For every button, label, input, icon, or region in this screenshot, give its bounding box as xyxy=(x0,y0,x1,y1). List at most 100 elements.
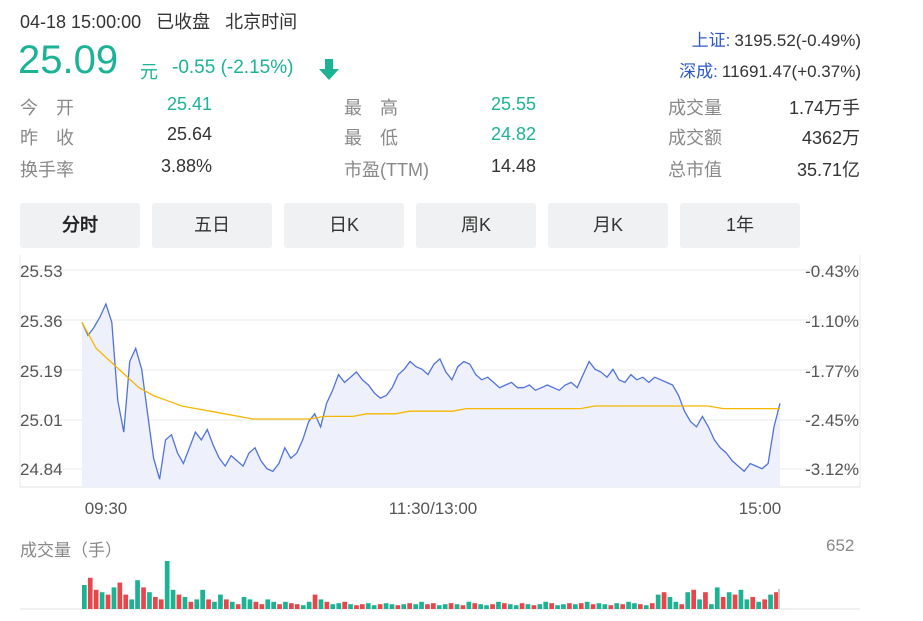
volume-bar xyxy=(714,587,720,609)
volume-bar xyxy=(283,601,288,609)
tab-one-year[interactable]: 1年 xyxy=(680,203,800,248)
volume-bar xyxy=(720,597,726,609)
volume-bar xyxy=(573,604,578,609)
y-tick-label-left: 25.36 xyxy=(20,312,63,331)
tab-five-day[interactable]: 五日 xyxy=(152,203,272,248)
stat-value: 4362万 xyxy=(801,128,860,148)
stat-value: 3.88% xyxy=(160,156,212,176)
average-line xyxy=(81,321,780,420)
volume-bar xyxy=(265,599,271,609)
quote-time-row: 04-18 15:00:00 已收盘 北京时间 xyxy=(20,8,307,34)
volume-bar xyxy=(673,601,679,609)
stat-value: 25.55 xyxy=(490,94,536,114)
current-price: 25.09 xyxy=(18,38,119,82)
volume-bar xyxy=(354,605,359,609)
y-tick-label-left: 25.19 xyxy=(20,362,63,381)
stat-label: 成交量 xyxy=(668,98,722,118)
volume-bar xyxy=(679,604,685,609)
volume-bar xyxy=(561,604,566,609)
volume-bar xyxy=(732,594,738,609)
volume-bar xyxy=(200,589,205,609)
volume-bar xyxy=(336,603,342,609)
price-change: -0.55 (-2.15%) xyxy=(172,57,294,78)
volume-bar xyxy=(271,601,276,609)
stat-label: 昨 收 xyxy=(20,128,74,148)
x-tick-label: 15:00 xyxy=(739,499,782,518)
volume-bar xyxy=(602,604,608,609)
x-tick-label: 09:30 xyxy=(85,499,128,518)
volume-bar xyxy=(703,592,708,609)
index-shenzhen: 深成: 11691.47(+0.37%) xyxy=(679,57,861,82)
volume-bar xyxy=(762,599,767,609)
volume-bar xyxy=(235,604,241,609)
stat-value: 35.71亿 xyxy=(796,160,860,180)
stat-label: 成交额 xyxy=(668,128,722,148)
quote-datetime: 04-18 15:00:00 xyxy=(20,12,142,32)
volume-bar xyxy=(697,599,702,609)
volume-bar xyxy=(768,594,773,609)
volume-bar xyxy=(413,604,418,609)
volume-bar xyxy=(649,603,655,609)
volume-bar xyxy=(371,605,377,609)
volume-bar xyxy=(383,603,389,609)
volume-bar xyxy=(643,605,649,609)
volume-bar xyxy=(82,585,87,609)
volume-bar xyxy=(778,589,780,609)
stat-label: 今 开 xyxy=(20,98,74,118)
volume-bar xyxy=(129,599,134,609)
volume-bar xyxy=(401,604,407,609)
volume-bar xyxy=(738,589,744,609)
volume-bar xyxy=(395,605,401,609)
volume-bar xyxy=(691,589,696,609)
volume-bar xyxy=(525,604,531,609)
tab-daily-k[interactable]: 日K xyxy=(284,203,404,248)
stat-label: 市盈(TTM) xyxy=(344,160,429,180)
volume-bar xyxy=(123,594,129,609)
volume-bar xyxy=(218,594,223,609)
index-shenzhen-value: 11691.47(+0.37%) xyxy=(721,62,861,81)
y-tick-label-right: -2.45% xyxy=(805,411,859,430)
volume-bar xyxy=(170,589,176,609)
volume-bar xyxy=(117,582,123,609)
volume-bar xyxy=(578,603,584,609)
volume-bar xyxy=(596,603,602,609)
volume-bar xyxy=(460,605,466,609)
y-tick-label-left: 24.84 xyxy=(20,460,63,479)
y-tick-label-right: -1.77% xyxy=(805,362,859,381)
volume-bar xyxy=(389,604,395,609)
volume-bar xyxy=(141,587,146,609)
volume-bar xyxy=(555,605,560,609)
volume-bar xyxy=(502,603,507,609)
stat-label: 最 高 xyxy=(344,98,398,118)
volume-bar xyxy=(436,605,442,609)
volume-title: 成交量（手） xyxy=(20,541,122,560)
volume-max: 652 xyxy=(826,536,855,555)
index-shanghai-link[interactable]: 上证: xyxy=(691,31,731,50)
timezone-label: 北京时间 xyxy=(225,12,298,32)
volume-bar xyxy=(330,604,336,609)
volume-bar xyxy=(259,604,265,609)
tab-intraday[interactable]: 分时 xyxy=(20,203,140,248)
volume-bar xyxy=(549,603,554,609)
volume-bar xyxy=(348,604,353,609)
y-tick-label-right: -0.43% xyxy=(805,262,859,281)
volume-bar xyxy=(99,592,105,609)
index-shenzhen-link[interactable]: 深成: xyxy=(679,62,718,81)
y-tick-label-left: 25.53 xyxy=(20,262,63,281)
volume-bar xyxy=(750,597,756,609)
volume-bar xyxy=(513,605,519,609)
volume-bar xyxy=(241,597,247,609)
volume-bar xyxy=(531,605,537,609)
stat-value: 25.64 xyxy=(166,124,212,144)
price-area xyxy=(82,304,780,487)
tab-weekly-k[interactable]: 周K xyxy=(416,203,536,248)
stat-value: 1.74万手 xyxy=(788,98,860,118)
volume-bar xyxy=(105,594,111,609)
volume-bar xyxy=(300,605,306,609)
volume-bar xyxy=(188,601,194,609)
stat-label: 最 低 xyxy=(344,128,398,148)
volume-bar xyxy=(135,580,140,609)
volume-bar xyxy=(496,601,501,609)
tab-monthly-k[interactable]: 月K xyxy=(548,203,668,248)
volume-bar xyxy=(614,603,620,609)
